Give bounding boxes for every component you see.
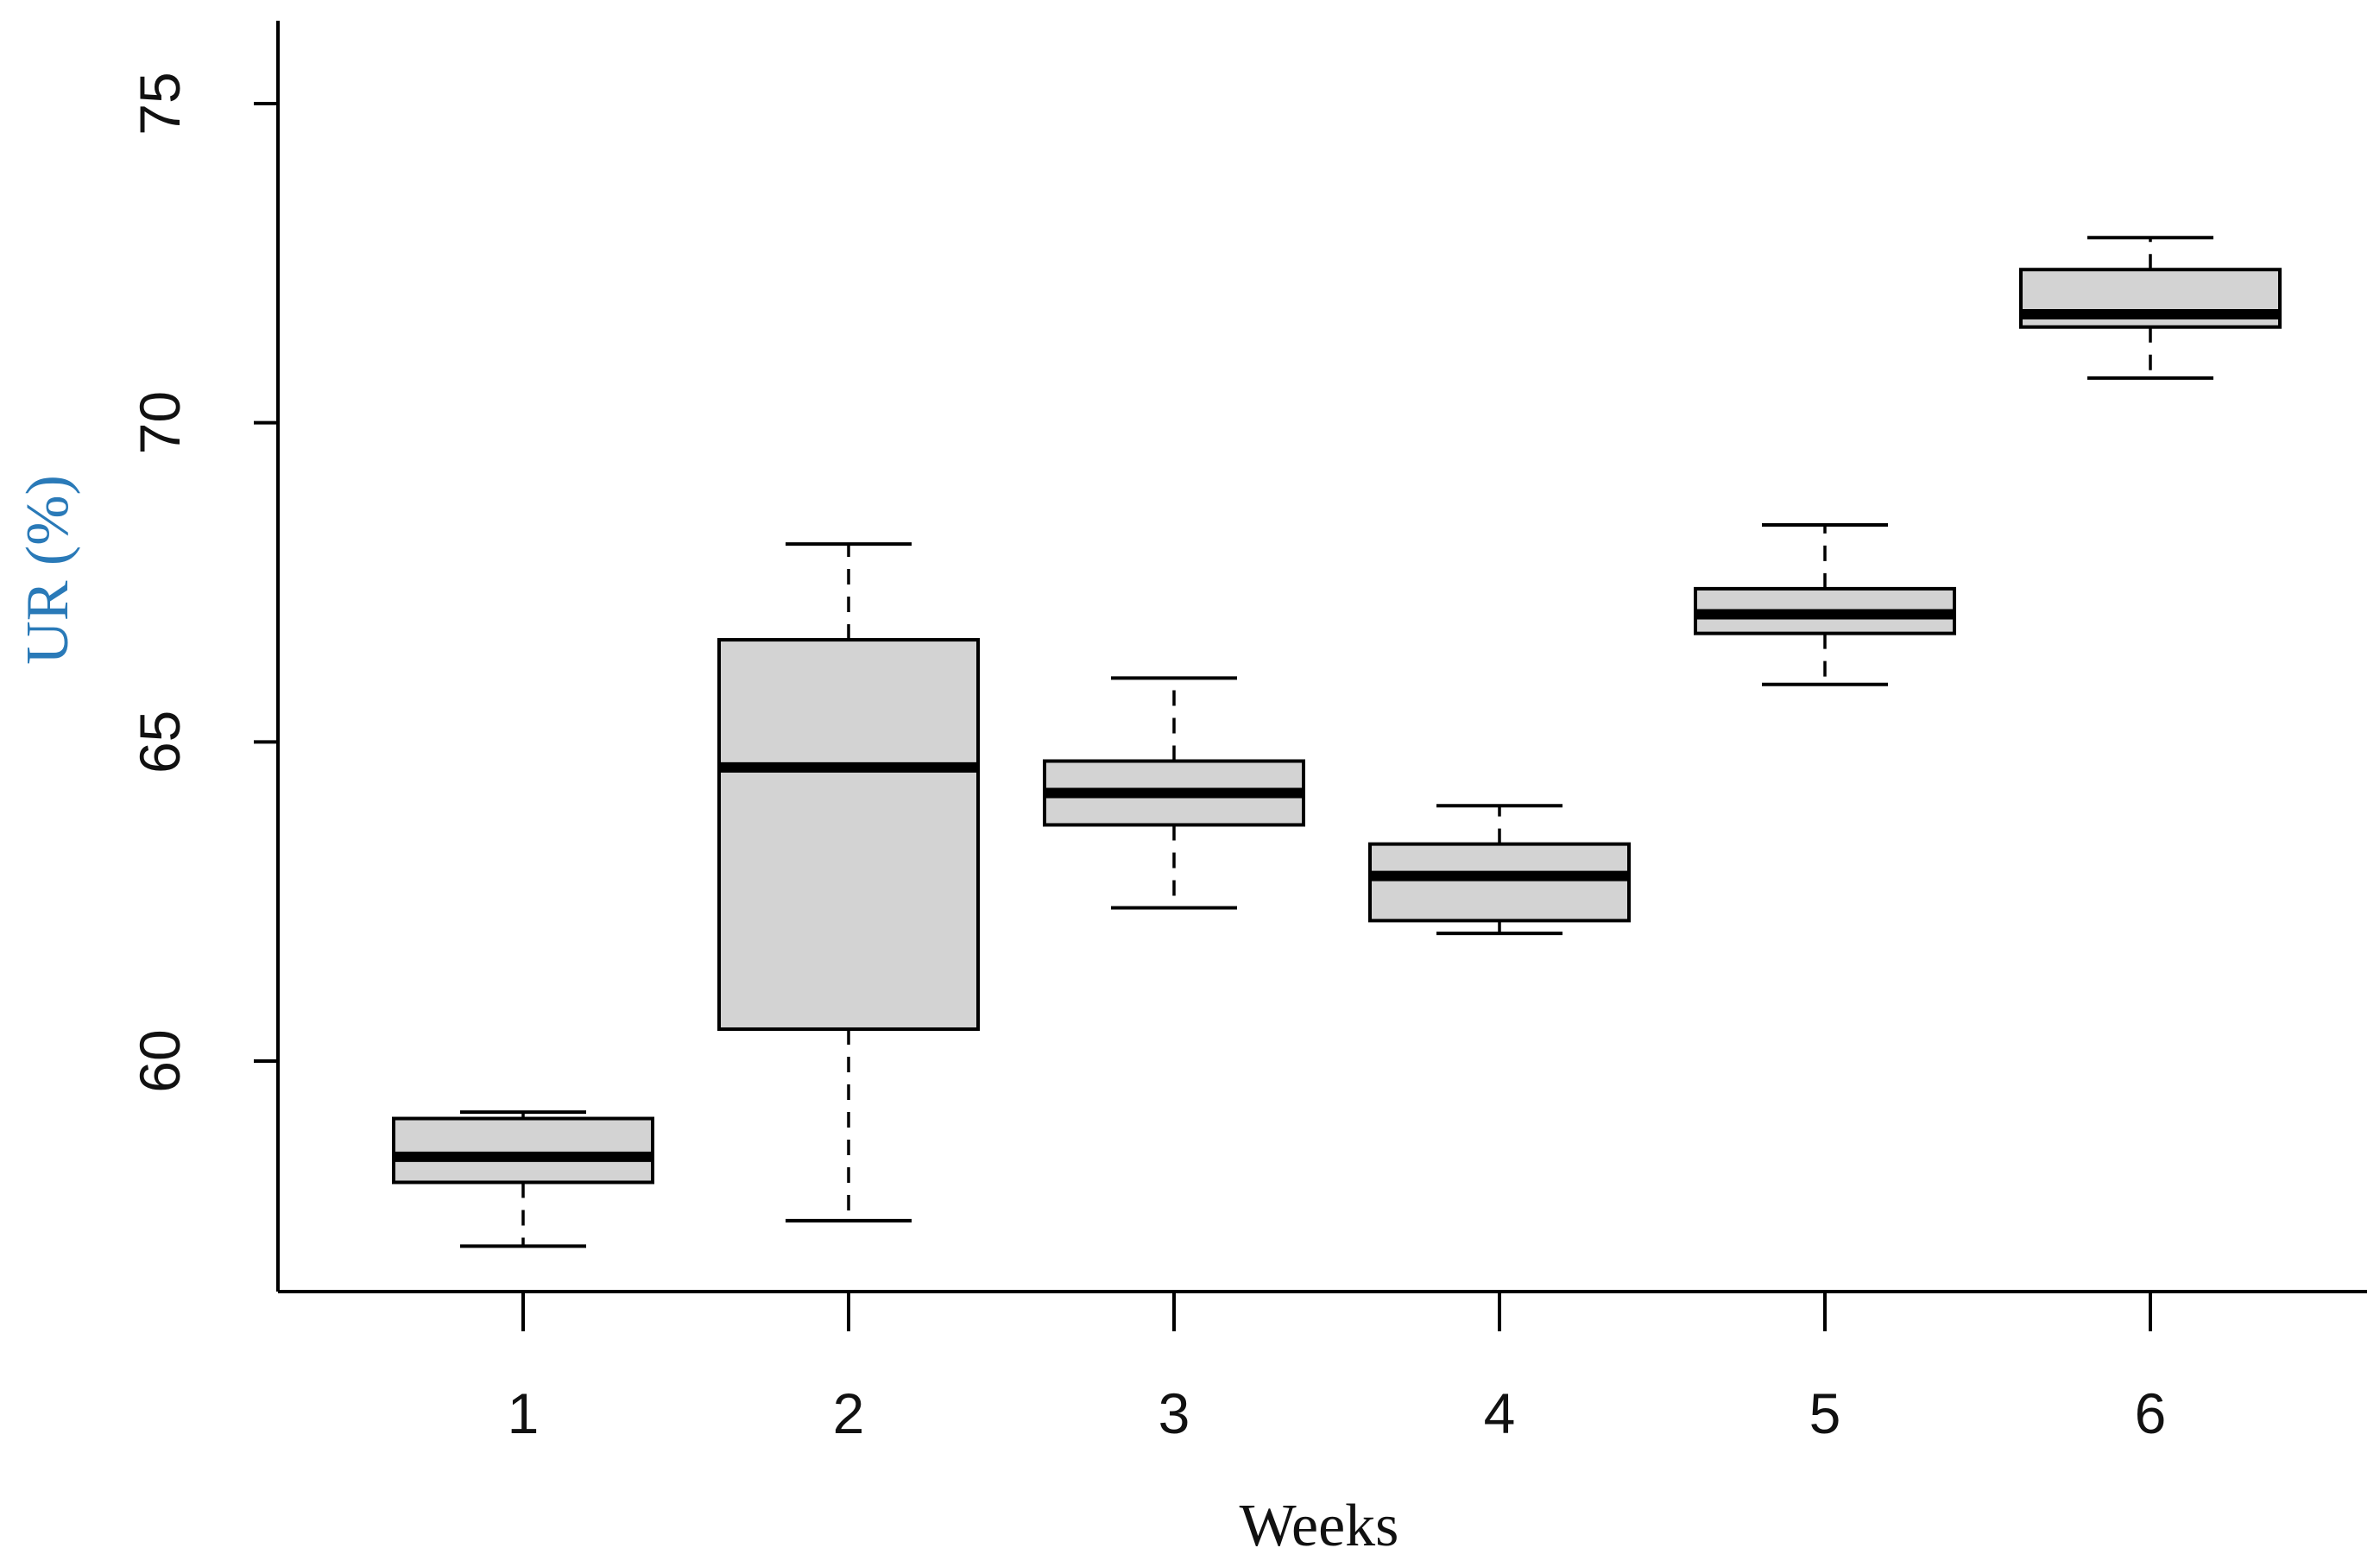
x-tick-label: 3 bbox=[1158, 1381, 1190, 1445]
box-week-2 bbox=[717, 542, 980, 1223]
y-tick-label: 60 bbox=[128, 1029, 192, 1092]
interquartile-box bbox=[1368, 842, 1631, 923]
y-axis-ticks: 60 65 70 75 bbox=[128, 72, 278, 1093]
x-tick-label: 4 bbox=[1484, 1381, 1516, 1445]
y-tick-label: 70 bbox=[128, 391, 192, 454]
x-axis-ticks: 1 2 3 4 5 6 bbox=[508, 1292, 2167, 1445]
x-tick-label: 6 bbox=[2135, 1381, 2167, 1445]
y-tick-label: 75 bbox=[128, 72, 192, 135]
box-week-4 bbox=[1368, 804, 1631, 936]
interquartile-box bbox=[392, 1116, 654, 1185]
box-week-5 bbox=[1694, 522, 1956, 686]
interquartile-box bbox=[717, 638, 980, 1032]
box-week-1 bbox=[392, 1110, 654, 1248]
y-axis-title: UR (%) bbox=[15, 475, 81, 665]
box-week-6 bbox=[2019, 236, 2282, 380]
x-tick-label: 1 bbox=[508, 1381, 540, 1445]
x-tick-label: 5 bbox=[1809, 1381, 1841, 1445]
box-week-3 bbox=[1043, 676, 1305, 910]
x-tick-label: 2 bbox=[833, 1381, 865, 1445]
x-axis-title: Weeks bbox=[1240, 1493, 1399, 1559]
plot-area bbox=[392, 236, 2282, 1248]
y-tick-label: 65 bbox=[128, 711, 192, 774]
